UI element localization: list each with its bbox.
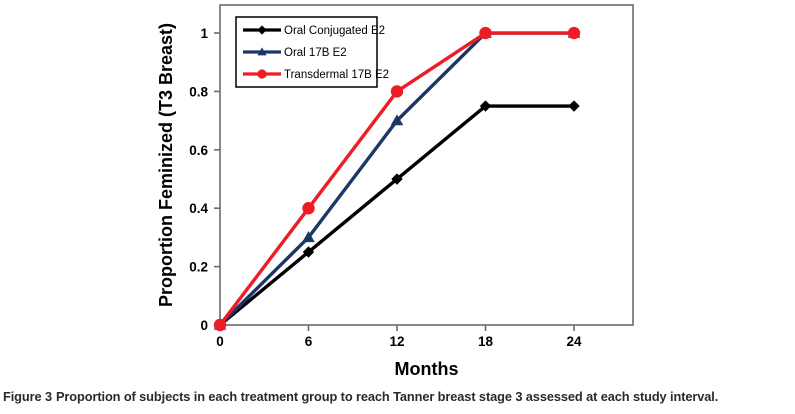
- circle-marker: [479, 26, 492, 40]
- triangle-marker: [257, 47, 267, 56]
- diamond-marker: [479, 100, 492, 112]
- x-tick-label: 12: [389, 334, 404, 349]
- circle-marker: [257, 69, 267, 79]
- x-axis-title: Months: [395, 359, 459, 379]
- x-tick-label: 0: [216, 334, 224, 349]
- y-tick-label: 0.4: [189, 201, 208, 216]
- triangle-marker: [390, 114, 404, 126]
- figure-caption-label: Figure 3: [3, 389, 52, 404]
- y-tick-label: 0.2: [189, 260, 208, 275]
- diamond-marker: [302, 246, 315, 258]
- legend-label: Oral 17B E2: [284, 47, 347, 59]
- figure-caption-text: Proportion of subjects in each treatment…: [55, 389, 719, 404]
- y-tick-label: 0: [200, 318, 208, 333]
- triangle-marker: [302, 231, 315, 243]
- circle-marker: [390, 85, 404, 98]
- legend-label: Transdermal 17B E2: [284, 69, 389, 81]
- diamond-marker: [568, 100, 580, 112]
- x-tick-label: 6: [305, 334, 313, 349]
- diamond-marker: [257, 25, 267, 35]
- y-tick-label: 0.8: [189, 84, 208, 99]
- y-tick-label: 1: [200, 26, 208, 41]
- y-axis-title: Proportion Feminized (T3 Breast): [156, 23, 176, 307]
- y-tick-label: 0.6: [189, 143, 208, 158]
- circle-marker: [302, 202, 315, 215]
- plot-border: [219, 4, 634, 326]
- circle-marker: [567, 26, 581, 40]
- x-tick-label: 24: [566, 334, 582, 349]
- series-line-0: [218, 104, 574, 327]
- circle-marker: [213, 318, 227, 332]
- legend-label: Oral Conjugated E2: [284, 25, 385, 37]
- line-chart: 0 0.2 0.4 0.6 0.8 1 0 6 12 18 24 Months Proportion F…: [156, 4, 634, 379]
- figure-caption: Figure 3 Proportion of subjects in each t…: [3, 389, 793, 404]
- x-tick-label: 18: [478, 334, 494, 349]
- diamond-marker: [391, 173, 403, 185]
